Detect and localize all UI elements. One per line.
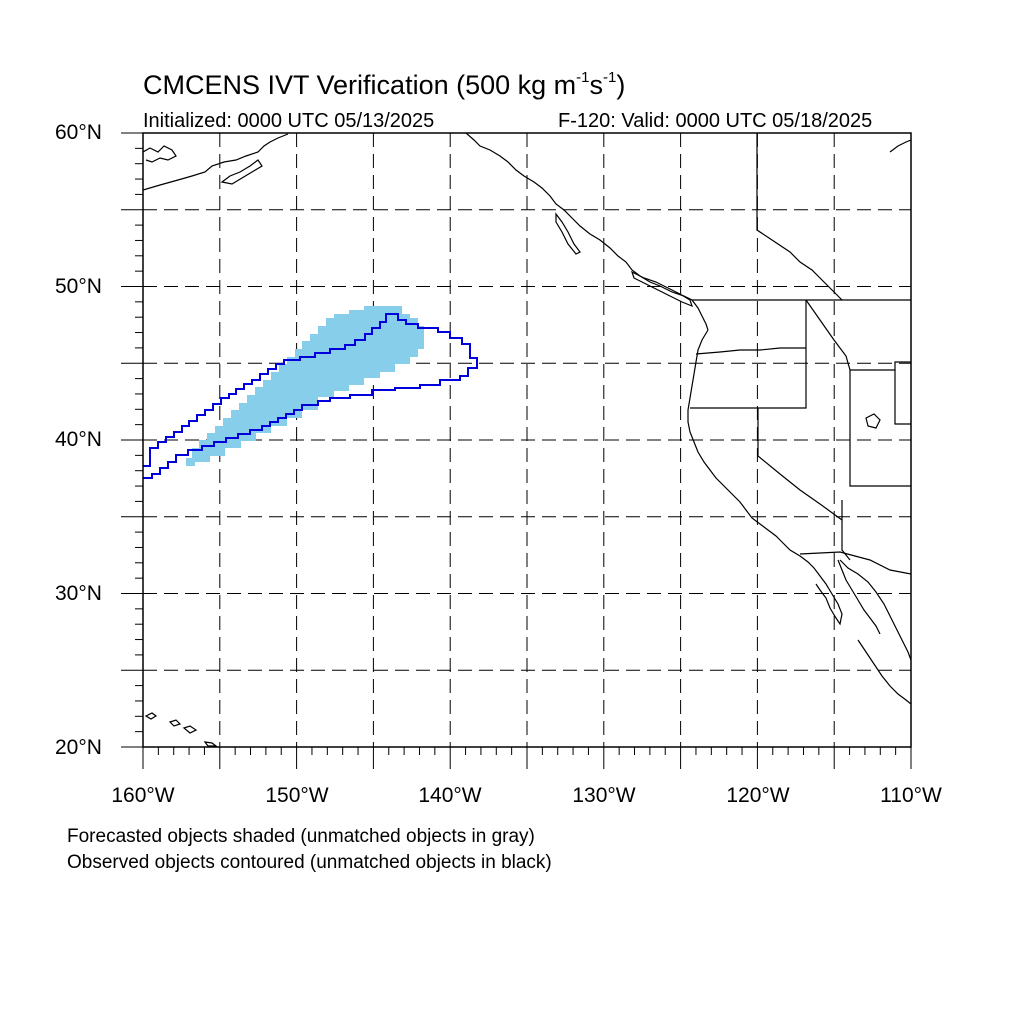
baja-east-coast xyxy=(837,559,881,635)
border-id-wy xyxy=(894,370,911,425)
border-nv-ut xyxy=(849,370,911,487)
graticule xyxy=(143,133,911,747)
alaska-peninsula xyxy=(143,145,177,163)
lon-label-150w: 150°W xyxy=(265,784,329,807)
hawaii-island-3 xyxy=(182,725,198,734)
us-west-coast xyxy=(687,329,843,626)
lon-label-120w: 120°W xyxy=(726,784,790,807)
border-ca-nv xyxy=(757,408,843,521)
hawaii-island-1 xyxy=(144,712,158,720)
great-salt-lake xyxy=(865,413,881,429)
hawaii-island-4 xyxy=(203,741,218,747)
mexico-pacific-coast xyxy=(857,639,911,705)
canada-coast-ne xyxy=(889,139,911,153)
lat-label-40n: 40°N xyxy=(55,428,102,451)
forecast-object xyxy=(186,306,424,466)
border-id-mt xyxy=(805,299,911,371)
note-observed: Observed objects contoured (unmatched ob… xyxy=(67,852,552,873)
chart-title: CMCENS IVT Verification (500 kg m-1s-1) xyxy=(143,69,626,100)
border-us-mexico xyxy=(799,551,911,575)
lon-label-160w: 160°W xyxy=(111,784,175,807)
kodiak-island xyxy=(220,159,263,185)
border-canada-bc-alberta xyxy=(756,133,843,301)
axis-ticks xyxy=(121,132,912,769)
border-or-ca xyxy=(690,348,807,409)
lat-label-30n: 30°N xyxy=(55,582,102,605)
alaska-coast xyxy=(143,133,289,191)
lon-label-110w: 110°W xyxy=(880,784,942,807)
lon-label-140w: 140°W xyxy=(418,784,482,807)
hawaii-island-2 xyxy=(168,719,182,727)
gulf-of-alaska-coast xyxy=(465,133,709,331)
coastlines xyxy=(143,133,911,747)
observed-object-contour xyxy=(143,313,478,479)
border-az xyxy=(841,500,851,561)
lat-label-20n: 20°N xyxy=(55,736,102,759)
lat-label-50n: 50°N xyxy=(55,275,102,298)
note-forecast: Forecasted objects shaded (unmatched obj… xyxy=(67,826,535,847)
haida-gwaii xyxy=(555,212,581,255)
init-time: Initialized: 0000 UTC 05/13/2025 xyxy=(143,110,435,132)
vancouver-island xyxy=(630,270,693,308)
lon-label-130w: 130°W xyxy=(572,784,636,807)
lat-label-60n: 60°N xyxy=(55,121,102,144)
mexico-mainland-coast xyxy=(839,559,911,661)
border-wa-or xyxy=(695,300,807,355)
valid-time: F-120: Valid: 0000 UTC 05/18/2025 xyxy=(558,110,873,132)
